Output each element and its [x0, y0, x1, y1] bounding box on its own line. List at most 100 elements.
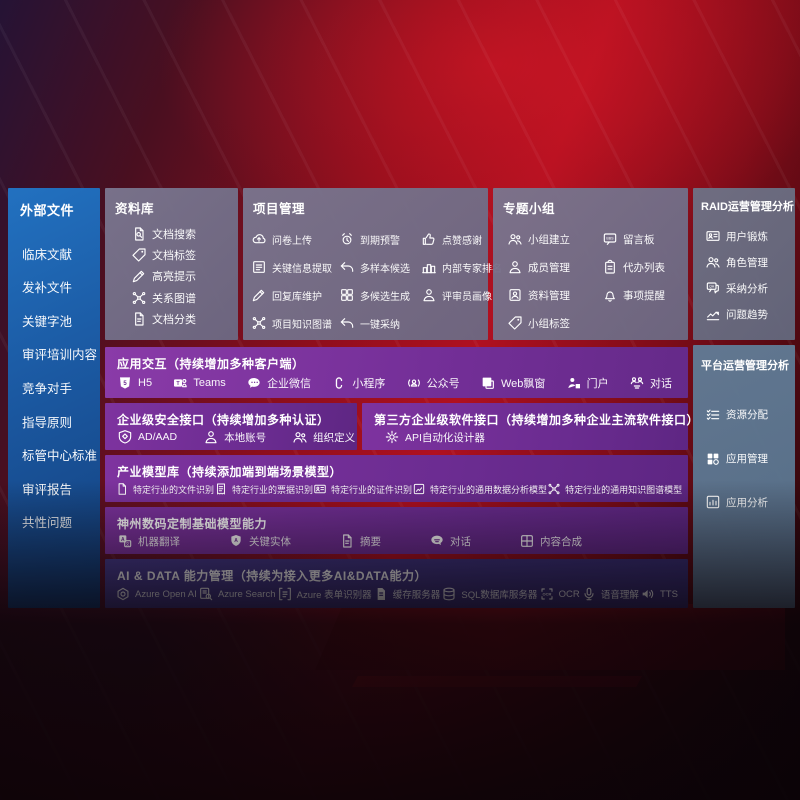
item-doc-category[interactable]: 文档分类 [131, 311, 238, 327]
item-tts[interactable]: TTS [640, 586, 678, 602]
item-label: 文档分类 [152, 313, 196, 326]
project-management-grid: 问卷上传 到期预警 点赞感谢关键信息提取 多样本候选 内部专家排名回复库维护 多候选生成 评… [243, 217, 502, 343]
item-doc-extract[interactable]: 关键信息提取 [251, 259, 339, 275]
item-content-compose[interactable]: 内容合成 [519, 533, 582, 549]
knowledge-graph-icon [251, 315, 267, 331]
item-multi-generate[interactable]: 多候选生成 [339, 287, 421, 303]
item-app-analysis[interactable]: 应用分析 [705, 494, 795, 510]
item-miniprogram[interactable]: 小程序 [331, 375, 385, 391]
security-interface-list: AD/AAD 本地账号 组织定义 [105, 428, 357, 450]
sidebar-item-3[interactable]: 审评培训内容 [22, 344, 100, 363]
item-label: 文档搜索 [152, 229, 196, 242]
sidebar-item-0[interactable]: 临床文献 [22, 244, 100, 263]
item-summary-doc[interactable]: 摘要 [339, 533, 381, 549]
item-knowledge-graph[interactable]: 项目知识图谱 [251, 315, 339, 331]
item-chat-bubble[interactable]: 对话 [429, 533, 471, 549]
item-api-designer[interactable]: API自动化设计器 [384, 429, 485, 445]
doc-category-icon [131, 311, 147, 327]
item-ocr[interactable]: OCR OCR [539, 586, 580, 602]
item-org-define[interactable]: 组织定义 [292, 429, 355, 445]
item-todo-clipboard[interactable]: 代办列表 [602, 259, 688, 275]
doc-tag-icon [131, 247, 147, 263]
sidebar-item-6[interactable]: 标管中心标准 [22, 445, 100, 464]
item-portal[interactable]: 门户 [566, 375, 609, 391]
item-adoption-chat[interactable]: QA 采纳分析 [705, 280, 795, 296]
item-reply-arrow[interactable]: 多样本候选 [339, 259, 421, 275]
item-azure-search[interactable]: Azure Search [198, 586, 276, 602]
item-speech[interactable]: 语音理解 [581, 586, 639, 602]
edit-pen-icon [251, 287, 267, 303]
item-label: 竞争对手 [22, 381, 73, 396]
ad-shield-icon [117, 429, 133, 445]
key-entity-icon: A [228, 533, 244, 549]
openai-icon [115, 586, 131, 602]
item-reviewer-person[interactable]: 评审员画像 [421, 287, 493, 303]
item-label: 机器翻译 [138, 535, 180, 548]
item-official-account[interactable]: 公众号 [406, 375, 460, 391]
item-label: 多候选生成 [360, 291, 410, 303]
item-resource-list[interactable]: 资源分配 [705, 407, 795, 423]
item-cache-server[interactable]: 缓存服务器 [373, 586, 441, 602]
item-ad-shield[interactable]: AD/AAD [117, 429, 177, 445]
item-form-recognizer[interactable]: Azure 表单识别器 [277, 586, 372, 602]
item-web-popup[interactable]: Web飘窗 [480, 375, 545, 391]
item-label: 门户 [586, 378, 609, 390]
item-data-album[interactable]: 资料管理 [507, 287, 602, 303]
item-label: H5 [138, 377, 153, 389]
item-key-entity[interactable]: A 关键实体 [228, 533, 291, 549]
item-role-people[interactable]: 角色管理 [705, 254, 795, 270]
item-local-account[interactable]: 本地账号 [203, 429, 266, 445]
todo-clipboard-icon [602, 259, 618, 275]
item-file-recognition[interactable]: 特定行业的文件识别 [115, 482, 214, 496]
item-reminder-bell[interactable]: 事项提醒 [602, 287, 688, 303]
item-group-tag[interactable]: 小组标签 [507, 315, 602, 331]
base-models-list: A 文机器翻译 A 关键实体 摘要 对话 内容合成 [105, 532, 688, 554]
item-certificate-recognition[interactable]: 特定行业的证件识别 [313, 482, 412, 496]
item-data-analysis-model[interactable]: 特定行业的通用数据分析模型 [412, 482, 547, 496]
item-adopt-arrow[interactable]: 一键采纳 [339, 315, 421, 331]
file-recognition-icon [115, 482, 129, 496]
sidebar-item-1[interactable]: 发补文件 [22, 277, 100, 296]
item-h5[interactable]: 5 H5 [117, 375, 152, 391]
item-edit-pen[interactable]: 回复库维护 [251, 287, 339, 303]
sidebar-item-5[interactable]: 指导原则 [22, 412, 100, 431]
item-ranking[interactable]: 内部专家排名 [421, 259, 502, 275]
external-files-panel: 外部文件 临床文献 发补文件 关键字池 审评培训内容 竞争对手 指导原则 标管中心标准 审评报… [8, 188, 100, 608]
item-doc-tag[interactable]: 文档标签 [131, 247, 238, 263]
item-relation-graph[interactable]: 关系图谱 [131, 290, 238, 306]
reply-arrow-icon [339, 259, 355, 275]
library-list: 文档搜索文档标签高亮提示关系图谱文档分类 [105, 217, 238, 340]
item-thumbs-up[interactable]: 点赞感谢 [421, 231, 493, 247]
item-message-board[interactable]: BBS 留言板 [602, 231, 688, 247]
item-label: 多样本候选 [360, 263, 410, 275]
item-label: 审评培训内容 [22, 348, 98, 363]
item-user-card[interactable]: 用户锻炼 [705, 228, 795, 244]
item-teams[interactable]: T Teams [172, 375, 226, 391]
form-recognizer-icon [277, 586, 293, 602]
sidebar-item-8[interactable]: 共性问题 [22, 512, 100, 531]
item-wechat-work[interactable]: 企业微信 [246, 375, 311, 391]
item-sql-db[interactable]: SQL数据库服务器 [441, 586, 537, 602]
item-trend-chart[interactable]: 问题趋势 [705, 306, 795, 322]
sidebar-item-7[interactable]: 审评报告 [22, 479, 100, 498]
item-label: 资料管理 [528, 289, 570, 302]
item-highlight-pen[interactable]: 高亮提示 [131, 268, 238, 284]
item-member-person[interactable]: 成员管理 [507, 259, 602, 275]
item-invoice-recognition[interactable]: 特定行业的票据识别 [214, 482, 313, 496]
relation-graph-icon [131, 290, 147, 306]
item-translate[interactable]: A 文机器翻译 [117, 533, 180, 549]
sidebar-item-4[interactable]: 竞争对手 [22, 378, 100, 397]
item-group-people[interactable]: 小组建立 [507, 231, 602, 247]
item-app-grid[interactable]: 应用管理 [705, 451, 795, 467]
sidebar-item-2[interactable]: 关键字池 [22, 311, 100, 330]
item-dialog[interactable]: 对话 [629, 375, 672, 391]
external-files-list: 临床文献发补文件关键字池审评培训内容 竞争对手指导原则标管中心标准 审评报告共性问题 [8, 219, 100, 608]
item-alarm[interactable]: 到期预警 [339, 231, 421, 247]
item-upload-cloud[interactable]: 问卷上传 [251, 231, 339, 247]
item-knowledge-graph-model[interactable]: 特定行业的通用知识图谱模型 [547, 482, 682, 496]
item-label: 小程序 [352, 378, 386, 390]
item-label: 特定行业的通用知识图谱模型 [565, 484, 683, 495]
item-doc-search[interactable]: 文档搜索 [131, 226, 238, 242]
item-openai[interactable]: Azure Open AI [115, 586, 197, 602]
item-label: 缓存服务器 [392, 590, 441, 601]
